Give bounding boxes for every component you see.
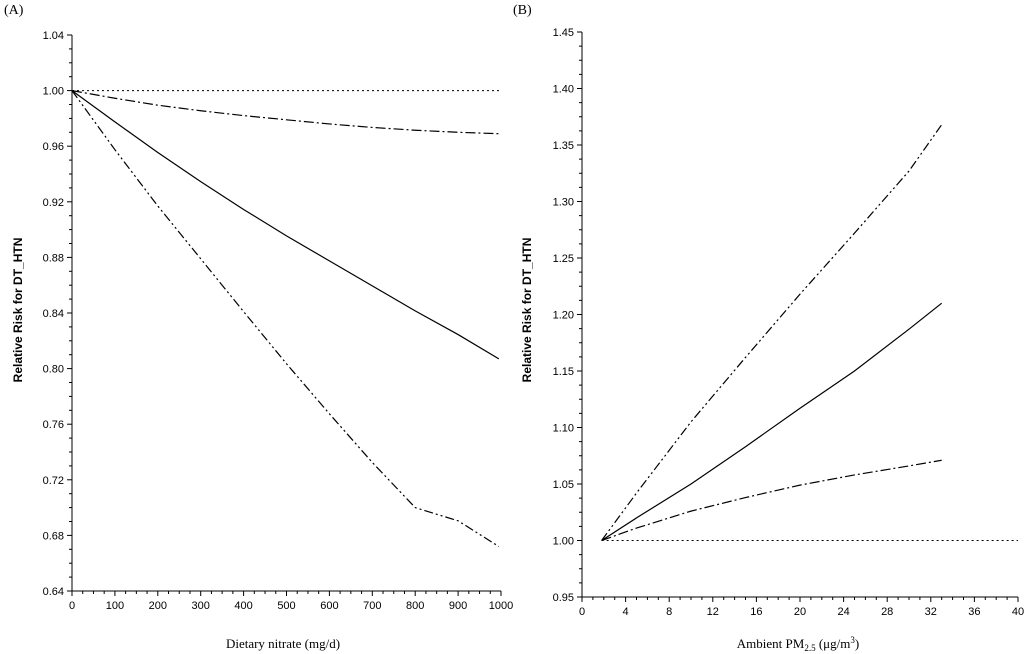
panel-b-y-tick-label: 1.30 [553, 197, 574, 209]
panel-a-x-tick-label: 1000 [489, 600, 513, 612]
panel-b-y-tick-label: 1.15 [553, 366, 574, 378]
panel-a-series [71, 90, 501, 548]
panel-b-label: (B) [513, 3, 532, 18]
panel-a-x-axis-label: Dietary nitrate (mg/d) [226, 636, 340, 651]
panel-b-series-solid [601, 302, 943, 542]
panel-a-series-dash-dot [71, 90, 499, 135]
panel-b-series-dash-dot-dot [601, 124, 943, 541]
panel-a-y-tick-label: 1.04 [43, 30, 64, 42]
panel-a-y-tick-label: 0.88 [43, 252, 64, 264]
panel-b-series [601, 124, 1018, 542]
panel-b-x-tick-label: 12 [707, 606, 719, 618]
panel-a-y-tick-label: 0.76 [43, 419, 64, 431]
panel-a-x-tick-label: 700 [363, 600, 381, 612]
panel-a-y-tick-label: 0.72 [43, 475, 64, 487]
panel-b-series-dash-dot [601, 459, 942, 542]
panel-b-y-tick-label: 1.40 [553, 84, 574, 96]
panel-b-y-tick-label: 1.45 [553, 27, 574, 39]
panel-a-chart: (A) Relative Risk for DT_HTN Dietary nit… [4, 3, 513, 651]
panel-b-x-tick-label: 4 [623, 606, 629, 618]
panel-b-y-tick-label: 1.05 [553, 479, 574, 491]
panel-a-x-tick-label: 600 [320, 600, 338, 612]
panel-b-axes: 0.95 1.00 1.05 1.10 1.15 1.20 1.25 1.30 1.35 1.40… [553, 27, 1024, 618]
panel-a-x-tick-label: 200 [149, 600, 167, 612]
panel-a-x-tick-label: 500 [277, 600, 295, 612]
panel-a-axes: 0.64 0.68 0.72 0.76 0.80 0.84 0.88 0.92 0.96 1.00… [43, 30, 514, 612]
panel-a-y-tick-label: 0.68 [43, 530, 64, 542]
panel-a-x-tick-label: 400 [234, 600, 252, 612]
panel-a-y-tick-label: 0.80 [43, 364, 64, 376]
panel-a-x-tick-label: 0 [69, 600, 75, 612]
panel-a-series-dash-dot-dot [71, 90, 500, 548]
panel-a-x-tick-label: 800 [406, 600, 424, 612]
panel-b-x-tick-label: 8 [666, 606, 672, 618]
panel-a-y-tick-label: 1.00 [43, 86, 64, 98]
panel-a-x-tick-label: 900 [449, 600, 467, 612]
panel-b-y-tick-label: 1.10 [553, 423, 574, 435]
panel-a-y-axis-label: Relative Risk for DT_HTN [11, 238, 25, 383]
panel-b-x-tick-label: 16 [750, 606, 762, 618]
panel-b-y-axis-label: Relative Risk for DT_HTN [520, 238, 534, 383]
panel-a-series-solid [71, 90, 500, 360]
panel-a-y-tick-label: 0.96 [43, 141, 64, 153]
panel-b-x-tick-label: 40 [1012, 606, 1024, 618]
panel-b-y-tick-label: 1.35 [553, 140, 574, 152]
panel-a-y-tick-label: 0.84 [43, 308, 64, 320]
panel-b-x-tick-label: 0 [579, 606, 585, 618]
panel-b-y-tick-label: 1.00 [553, 536, 574, 548]
panel-b-x-tick-label: 24 [837, 606, 849, 618]
panel-a-x-tick-label: 100 [106, 600, 124, 612]
panel-a-y-tick-label: 0.64 [43, 586, 64, 598]
panel-a-y-tick-label: 0.92 [43, 197, 64, 209]
panel-b-x-tick-label: 20 [794, 606, 806, 618]
panel-b-y-tick-label: 0.95 [553, 592, 574, 604]
panel-a-x-tick-label: 300 [192, 600, 210, 612]
panel-b-chart: (B) Relative Risk for DT_HTN Ambient PM2… [513, 3, 1024, 653]
panel-b-x-tick-label: 36 [968, 606, 980, 618]
panel-b-y-tick-label: 1.25 [553, 253, 574, 265]
panel-b-x-axis-label-end: ) [855, 636, 859, 651]
panel-b-x-axis-label-main: Ambient PM [737, 636, 805, 651]
panel-b-x-axis-label-unit: (μg/m [816, 636, 851, 651]
panel-b-x-axis-label: Ambient PM2.5 (μg/m3) [737, 635, 859, 653]
panel-b-x-axis-label-sub: 2.5 [804, 643, 816, 653]
panel-b-y-tick-label: 1.20 [553, 310, 574, 322]
panel-b-x-axis-label-sup: 3 [850, 635, 855, 645]
panel-a-label: (A) [4, 3, 24, 18]
panel-b-x-tick-label: 32 [925, 606, 937, 618]
panel-b-x-tick-label: 28 [881, 606, 893, 618]
